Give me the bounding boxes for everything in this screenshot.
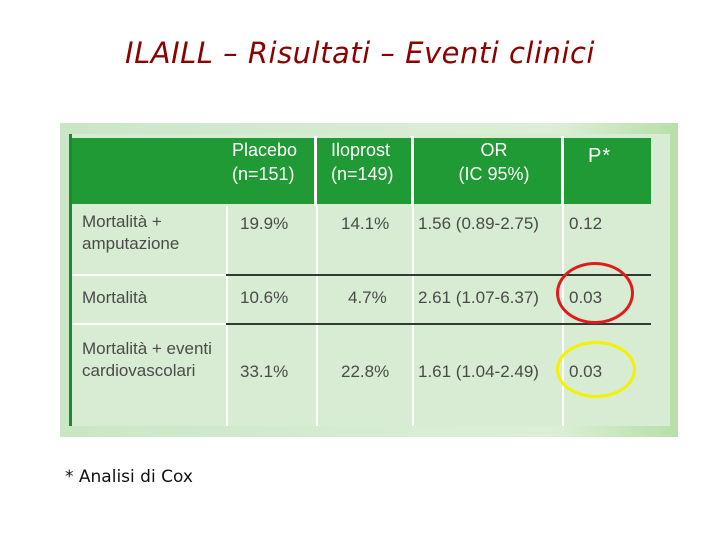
row-label: Mortalità + amputazione	[82, 211, 179, 255]
highlight-ellipse-yellow	[556, 341, 636, 398]
table-header-band	[72, 138, 651, 204]
cell-iloprost: 14.1%	[341, 214, 390, 233]
header-divider	[314, 136, 317, 206]
slide-title: ILAILL – Risultati – Eventi clinici	[125, 36, 595, 70]
row-label: Mortalità + eventi cardiovascolari	[82, 338, 212, 382]
cell-or: 2.61 (1.07-6.37)	[418, 288, 539, 307]
cell-iloprost: 22.8%	[341, 362, 390, 381]
cell-iloprost: 4.7%	[348, 288, 387, 307]
column-divider	[226, 206, 228, 426]
header-or: OR (IC 95%)	[444, 138, 544, 204]
column-divider	[412, 206, 414, 426]
cell-placebo: 33.1%	[240, 362, 289, 381]
row-label: Mortalità	[82, 287, 147, 309]
cell-p: 0.12	[569, 214, 603, 233]
header-divider	[561, 136, 564, 206]
cell-placebo: 10.6%	[240, 288, 289, 307]
header-iloprost: Iloprost (n=149)	[331, 138, 394, 204]
header-iloprost-name: Iloprost	[331, 140, 391, 160]
header-placebo: Placebo (n=151)	[232, 138, 297, 204]
row-label-line: amputazione	[82, 234, 180, 253]
row-label-line: Mortalità +	[82, 212, 162, 231]
cell-or: 1.61 (1.04-2.49)	[418, 362, 539, 381]
row-divider	[226, 323, 651, 325]
cell-placebo: 19.9%	[240, 214, 289, 233]
cell-or: 1.56 (0.89-2.75)	[418, 214, 539, 233]
header-divider	[411, 136, 414, 206]
row-label-line: cardiovascolari	[82, 361, 196, 380]
header-or-name: OR	[480, 140, 508, 160]
column-divider	[316, 206, 318, 426]
row-label-line: Mortalità	[82, 288, 148, 307]
header-or-ci: (IC 95%)	[458, 164, 530, 184]
header-iloprost-n: (n=149)	[331, 164, 394, 184]
header-p-value: P*	[588, 145, 612, 167]
highlight-ellipse-red	[556, 262, 634, 324]
row-divider	[72, 274, 226, 276]
header-placebo-n: (n=151)	[232, 164, 295, 184]
row-label-line: Mortalità + eventi	[82, 339, 212, 358]
footnote: * Analisi di Cox	[65, 467, 193, 487]
row-divider	[226, 274, 651, 276]
header-placebo-name: Placebo	[232, 140, 298, 160]
column-divider	[562, 206, 564, 426]
row-divider	[72, 323, 226, 325]
